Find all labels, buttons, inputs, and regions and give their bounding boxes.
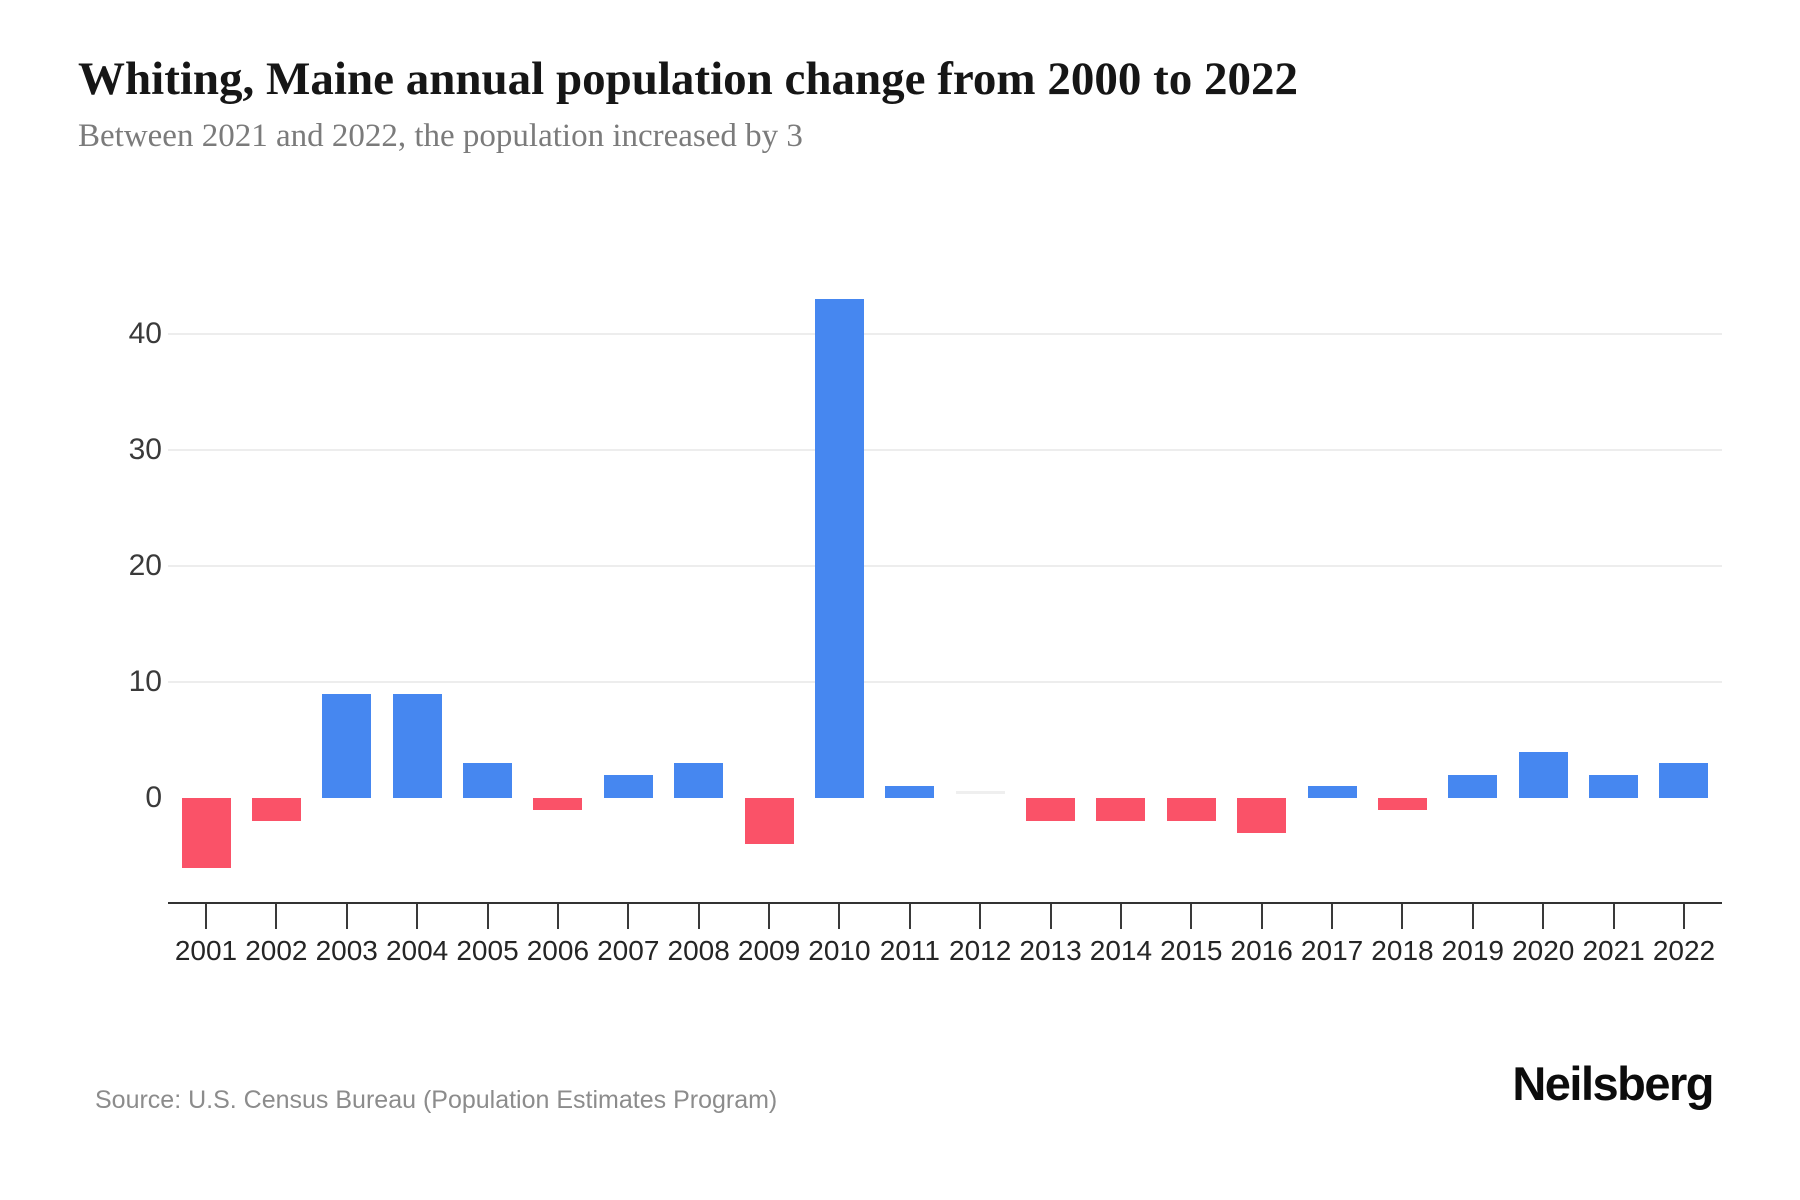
chart-title: Whiting, Maine annual population change …	[78, 53, 1298, 105]
x-axis-label-2017: 2017	[1300, 935, 1364, 966]
x-axis-tick	[697, 904, 700, 929]
x-axis-label-2021: 2021	[1582, 935, 1645, 966]
x-axis-label-2010: 2010	[808, 935, 871, 966]
x-axis-label-2011: 2011	[879, 935, 940, 966]
y-axis-tick-label: 0	[145, 781, 162, 814]
gridline-10	[168, 681, 1722, 683]
bar-2005[interactable]	[463, 763, 513, 798]
gridline-30	[168, 449, 1722, 451]
x-axis-tick	[1119, 904, 1122, 929]
gridline-40	[168, 333, 1722, 335]
x-axis-tick	[1542, 904, 1545, 929]
bar-2012[interactable]	[955, 791, 1005, 794]
x-axis-tick	[979, 904, 982, 929]
x-axis-label-2022: 2022	[1652, 935, 1716, 966]
bar-2002[interactable]	[251, 798, 301, 822]
bar-2007[interactable]	[603, 774, 653, 798]
bar-2004[interactable]	[392, 693, 442, 798]
source-note: Source: U.S. Census Bureau (Population E…	[95, 1086, 778, 1114]
x-axis-tick	[1401, 904, 1404, 929]
bar-2011[interactable]	[885, 786, 935, 798]
bar-2013[interactable]	[1026, 798, 1076, 822]
x-axis-label-2020: 2020	[1512, 935, 1575, 966]
x-axis-label-2002: 2002	[245, 935, 308, 966]
bar-2006[interactable]	[533, 798, 583, 810]
bar-2021[interactable]	[1589, 774, 1639, 798]
x-axis-label-2005: 2005	[456, 935, 519, 966]
x-axis-label-2007: 2007	[597, 935, 660, 966]
x-axis-tick	[1260, 904, 1263, 929]
bar-2010[interactable]	[814, 299, 864, 798]
x-axis-label-2001: 2001	[174, 935, 238, 966]
bar-2020[interactable]	[1518, 751, 1568, 798]
x-axis-line	[168, 902, 1722, 904]
gridline-20	[168, 565, 1722, 567]
x-axis-label-2014: 2014	[1089, 935, 1153, 966]
bar-2019[interactable]	[1448, 774, 1498, 798]
x-axis-label-2019: 2019	[1441, 935, 1504, 966]
x-axis-tick	[416, 904, 419, 929]
x-axis-label-2016: 2016	[1230, 935, 1293, 966]
x-axis-tick	[1190, 904, 1193, 929]
x-axis-tick	[556, 904, 559, 929]
bar-2018[interactable]	[1377, 798, 1427, 810]
x-axis-tick	[1049, 904, 1052, 929]
x-axis-tick	[1612, 904, 1615, 929]
x-axis-label-2012: 2012	[949, 935, 1012, 966]
x-axis-label-2008: 2008	[667, 935, 730, 966]
x-axis-label-2003: 2003	[315, 935, 378, 966]
x-axis-tick	[486, 904, 489, 929]
bar-2016[interactable]	[1237, 798, 1287, 833]
y-axis-tick-label: 20	[128, 549, 162, 582]
bar-2022[interactable]	[1659, 763, 1709, 798]
x-axis-label-2015: 2015	[1160, 935, 1223, 966]
x-axis-tick	[627, 904, 630, 929]
x-axis-tick	[345, 904, 348, 929]
x-axis-label-2013: 2013	[1019, 935, 1082, 966]
x-axis-tick	[275, 904, 278, 929]
bar-2008[interactable]	[674, 763, 724, 798]
bar-2001[interactable]	[181, 798, 231, 868]
x-axis-tick	[1331, 904, 1334, 929]
x-axis-tick	[768, 904, 771, 929]
x-axis-label-2018: 2018	[1371, 935, 1434, 966]
x-axis-tick	[908, 904, 911, 929]
x-axis-label-2006: 2006	[526, 935, 590, 966]
x-axis-tick	[205, 904, 207, 929]
x-axis-tick	[838, 904, 841, 929]
y-axis-tick-label: 10	[128, 665, 162, 698]
y-axis-tick-label: 30	[128, 433, 162, 466]
bar-2015[interactable]	[1166, 798, 1216, 822]
x-axis-tick	[1682, 904, 1685, 929]
bar-2017[interactable]	[1307, 786, 1357, 798]
brand-logo: Neilsberg	[1512, 1057, 1714, 1110]
bar-2014[interactable]	[1096, 798, 1146, 822]
bar-2009[interactable]	[744, 798, 794, 845]
x-axis-label-2009: 2009	[737, 935, 801, 966]
bar-2003[interactable]	[322, 693, 372, 798]
x-axis-tick	[1471, 904, 1474, 929]
y-axis-tick-label: 40	[128, 317, 162, 350]
chart-subtitle: Between 2021 and 2022, the population in…	[78, 118, 803, 154]
x-axis-label-2004: 2004	[385, 935, 449, 966]
